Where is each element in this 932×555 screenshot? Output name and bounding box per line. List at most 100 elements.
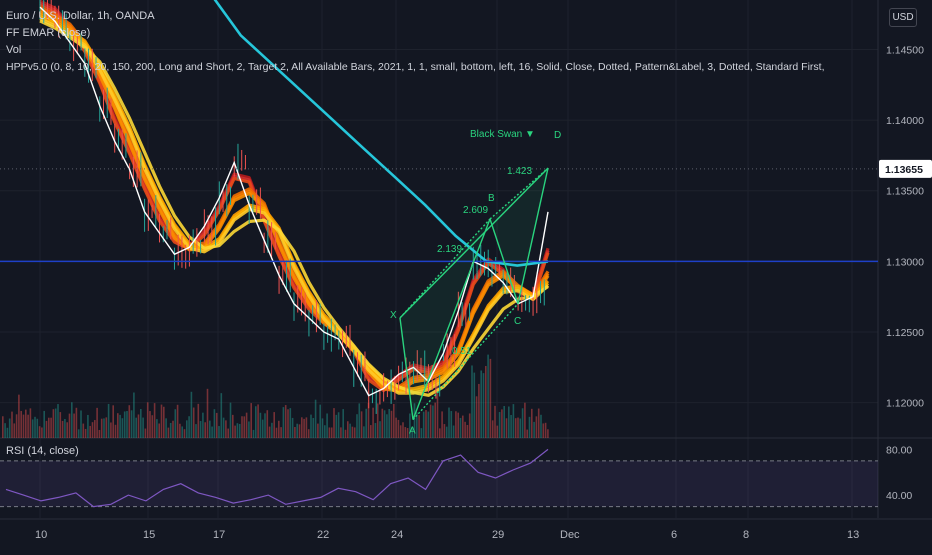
pattern-ratio-label: 2.139 (437, 244, 462, 255)
time-tick-label: 8 (743, 529, 749, 541)
volume-bar (250, 403, 252, 438)
volume-bar (547, 429, 549, 438)
volume-bar (296, 423, 298, 438)
volume-bar (133, 392, 135, 438)
volume-bar (243, 416, 246, 438)
volume-bar (117, 413, 119, 438)
volume-bar (521, 408, 524, 438)
volume-bar (75, 407, 78, 438)
volume-bar (123, 411, 126, 438)
volume-bar (422, 411, 425, 438)
volume-bar (505, 418, 508, 438)
volume-bar (478, 383, 480, 438)
pattern-ratio-label: 0.51 (452, 346, 472, 357)
volume-bar (137, 414, 140, 438)
volume-bar (43, 410, 45, 438)
volume-bar (298, 424, 301, 438)
volume-bar (482, 373, 485, 438)
volume-bar (169, 422, 172, 438)
volume-bar (264, 413, 266, 438)
volume-bar (278, 420, 280, 438)
currency-button[interactable]: USD (889, 8, 917, 27)
indicator-harmonic[interactable]: HPPv5.0 (0, 8, 10, 20, 150, 200, Long an… (6, 61, 825, 73)
volume-bar (64, 418, 66, 438)
volume-histogram (2, 354, 549, 438)
pattern-ratio-label: 2.609 (463, 205, 488, 216)
volume-bar (158, 423, 160, 438)
ema-ribbon-line (39, 4, 550, 393)
volume-bar (2, 416, 4, 438)
volume-bar (349, 423, 351, 438)
volume-bar (248, 421, 250, 438)
volume-bar (206, 388, 209, 438)
volume-bar (199, 421, 202, 438)
pattern-point-label: A (409, 426, 416, 437)
volume-bar (416, 412, 418, 438)
volume-bar (411, 427, 413, 438)
volume-bar (128, 405, 131, 438)
volume-bar (471, 365, 473, 438)
volume-bar (450, 411, 453, 438)
volume-bar (144, 428, 147, 438)
volume-bar (234, 425, 236, 438)
volume-bar (496, 425, 499, 438)
volume-bar (508, 406, 510, 438)
volume-bar (89, 425, 91, 438)
volume-bar (372, 407, 374, 438)
volume-bar (379, 421, 381, 438)
price-axis[interactable]: 1.14500 1.14000 1.13500 1.13000 1.12500 1.120… (879, 44, 932, 410)
volume-bar (121, 418, 124, 438)
volume-bar (13, 423, 16, 438)
pattern-fill-xab (400, 219, 490, 420)
volume-bar (197, 403, 200, 438)
volume-bar (445, 426, 448, 438)
volume-bar (383, 410, 386, 438)
volume-bar (68, 413, 71, 438)
volume-bar (429, 404, 432, 438)
pattern-leg (517, 167, 549, 304)
volume-bar (328, 427, 331, 438)
volume-bar (473, 372, 476, 438)
volume-bar (533, 421, 535, 438)
volume-bar (140, 408, 142, 438)
volume-bar (8, 418, 11, 438)
volume-bar (183, 429, 186, 438)
volume-bar (452, 425, 455, 438)
time-tick-label: Dec (560, 529, 580, 541)
volume-bar (321, 418, 324, 438)
volume-bar (176, 404, 179, 438)
volume-bar (289, 408, 292, 438)
volume-bar (190, 391, 193, 438)
ema-ribbon (39, 0, 550, 397)
volume-bar (517, 417, 519, 438)
volume-bar (18, 394, 20, 438)
time-tick-label: 10 (35, 529, 47, 541)
indicator-ema-ribbon[interactable]: FF EMAR (close) (6, 27, 91, 39)
volume-bar (485, 365, 487, 438)
volume-bar (376, 403, 379, 438)
volume-bar (395, 417, 397, 438)
volume-bar (45, 420, 48, 438)
volume-bar (215, 412, 218, 438)
volume-bar (386, 414, 388, 438)
volume-bar (100, 418, 103, 438)
volume-bar (512, 404, 515, 438)
symbol-title[interactable]: Euro / U.S. Dollar, 1h, OANDA (6, 10, 155, 22)
pattern-point-label: B (488, 193, 495, 204)
volume-bar (156, 419, 158, 438)
volume-bar (459, 417, 462, 438)
volume-bar (441, 411, 443, 438)
indicator-volume[interactable]: Vol (6, 44, 22, 56)
volume-bar (236, 423, 239, 438)
volume-bar (181, 426, 183, 438)
volume-bar (252, 429, 255, 438)
time-axis[interactable]: 10 15 17 22 24 29 Dec 6 8 13 (0, 518, 932, 541)
volume-bar (209, 420, 211, 438)
volume-bar (301, 417, 303, 438)
volume-bar (119, 414, 121, 438)
volume-bar (232, 414, 234, 438)
time-tick-label: 29 (492, 529, 504, 541)
volume-bar (73, 413, 75, 438)
volume-bar (487, 354, 489, 438)
